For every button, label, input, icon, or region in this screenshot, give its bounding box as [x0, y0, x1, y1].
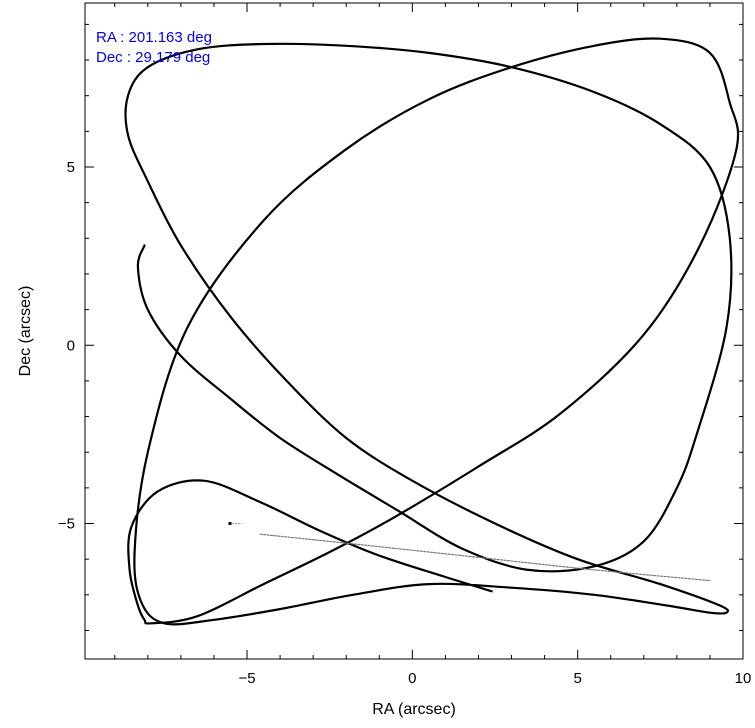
- markers-group: [228, 522, 243, 526]
- x-tick-label: 10: [735, 670, 752, 687]
- series-group: [124, 37, 740, 626]
- x-axis-label: RA (arcsec): [372, 701, 456, 718]
- y-tick-labels: −5 0 5: [58, 159, 75, 533]
- x-tick-label: −5: [238, 670, 255, 687]
- start-marker: [228, 522, 243, 526]
- x-tick-label: 5: [574, 670, 582, 687]
- plot-frame: [84, 2, 744, 660]
- y-tick-label: 0: [67, 337, 75, 354]
- x-tick-label: 0: [408, 670, 416, 687]
- x-tick-labels: −5 0 5 10: [238, 670, 751, 687]
- annotation-ra: RA : 201.163 deg: [96, 29, 212, 46]
- y-tick-label: 5: [67, 159, 75, 176]
- trajectory-line: [124, 37, 740, 626]
- y-tick-label: −5: [58, 516, 75, 533]
- y-axis-label: Dec (arcsec): [17, 286, 34, 377]
- axis-ticks: [85, 3, 744, 659]
- trajectory-dashed-line: [259, 533, 711, 582]
- annotation-dec: Dec : 29.179 deg: [96, 49, 210, 66]
